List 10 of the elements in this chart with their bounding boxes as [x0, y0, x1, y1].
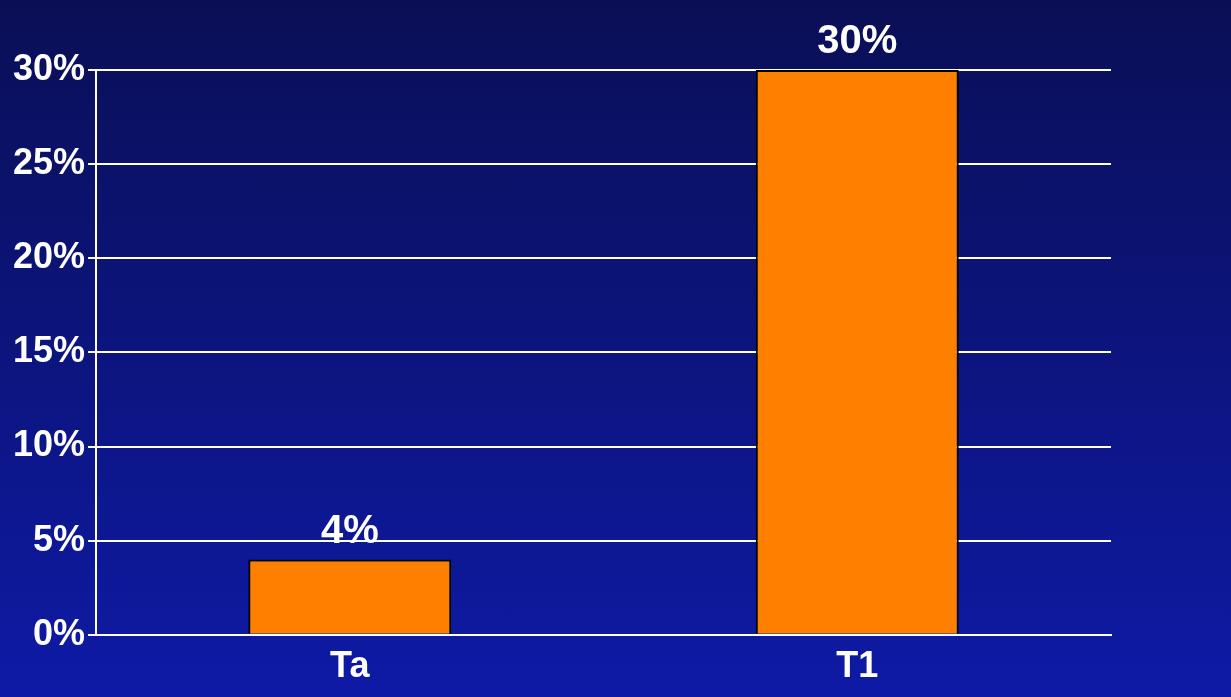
x-tick-label: T1	[836, 644, 879, 686]
x-tick-label: Ta	[330, 644, 371, 686]
y-tick-label: 0%	[33, 611, 86, 653]
y-tick-label: 20%	[12, 235, 86, 277]
y-tick-label: 15%	[12, 329, 86, 371]
y-tick-label: 10%	[12, 423, 86, 465]
y-tick-label: 25%	[12, 141, 86, 183]
y-tick-label: 5%	[33, 517, 86, 559]
y-tick-label: 30%	[12, 46, 86, 88]
data-label: 30%	[817, 17, 898, 62]
